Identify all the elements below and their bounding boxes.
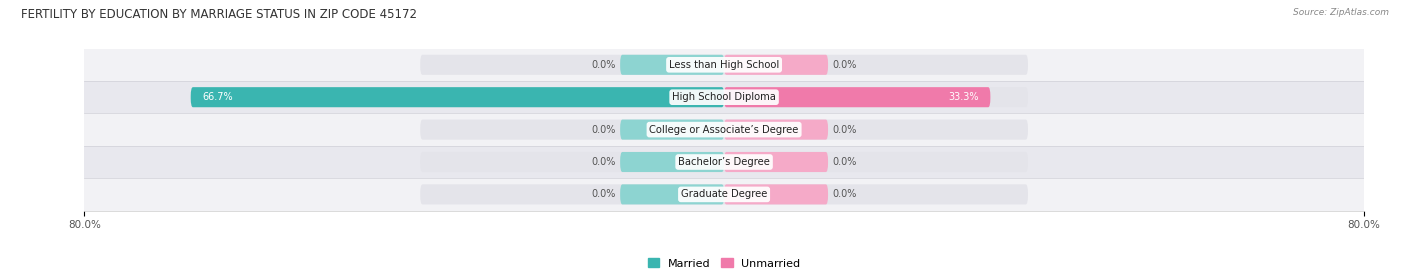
Text: 0.0%: 0.0% — [832, 60, 856, 70]
FancyBboxPatch shape — [724, 55, 828, 75]
FancyBboxPatch shape — [620, 120, 724, 140]
Text: 33.3%: 33.3% — [948, 92, 979, 102]
Bar — [84, 146, 1364, 178]
FancyBboxPatch shape — [620, 152, 724, 172]
Text: 0.0%: 0.0% — [592, 157, 616, 167]
FancyBboxPatch shape — [724, 120, 828, 140]
Text: 0.0%: 0.0% — [592, 189, 616, 200]
Bar — [84, 113, 1364, 146]
Bar — [84, 178, 1364, 211]
Text: FERTILITY BY EDUCATION BY MARRIAGE STATUS IN ZIP CODE 45172: FERTILITY BY EDUCATION BY MARRIAGE STATU… — [21, 8, 418, 21]
FancyBboxPatch shape — [420, 120, 1028, 140]
FancyBboxPatch shape — [420, 87, 1028, 107]
FancyBboxPatch shape — [724, 152, 828, 172]
Bar — [84, 81, 1364, 113]
Text: 0.0%: 0.0% — [832, 124, 856, 135]
FancyBboxPatch shape — [191, 87, 724, 107]
FancyBboxPatch shape — [420, 55, 1028, 75]
FancyBboxPatch shape — [620, 55, 724, 75]
Text: 66.7%: 66.7% — [202, 92, 233, 102]
FancyBboxPatch shape — [724, 87, 990, 107]
Text: Source: ZipAtlas.com: Source: ZipAtlas.com — [1294, 8, 1389, 17]
Text: 0.0%: 0.0% — [832, 189, 856, 200]
Text: Less than High School: Less than High School — [669, 60, 779, 70]
Bar — [84, 49, 1364, 81]
Text: College or Associate’s Degree: College or Associate’s Degree — [650, 124, 799, 135]
Text: 0.0%: 0.0% — [592, 60, 616, 70]
FancyBboxPatch shape — [420, 184, 1028, 204]
Text: Graduate Degree: Graduate Degree — [681, 189, 768, 200]
Legend: Married, Unmarried: Married, Unmarried — [643, 254, 806, 270]
Text: Bachelor’s Degree: Bachelor’s Degree — [678, 157, 770, 167]
Text: High School Diploma: High School Diploma — [672, 92, 776, 102]
Text: 0.0%: 0.0% — [832, 157, 856, 167]
FancyBboxPatch shape — [420, 152, 1028, 172]
FancyBboxPatch shape — [724, 184, 828, 204]
FancyBboxPatch shape — [620, 184, 724, 204]
Text: 0.0%: 0.0% — [592, 124, 616, 135]
